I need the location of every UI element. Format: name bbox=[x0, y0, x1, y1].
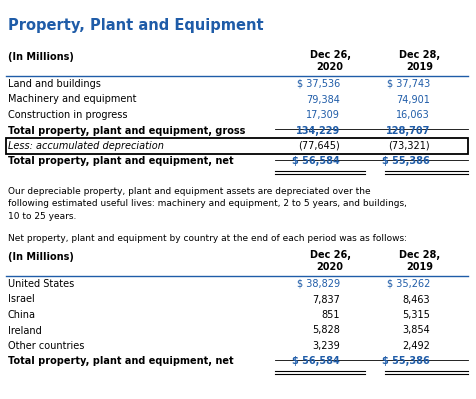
Text: 5,828: 5,828 bbox=[312, 326, 340, 336]
Text: $ 56,584: $ 56,584 bbox=[292, 156, 340, 166]
Text: $ 35,262: $ 35,262 bbox=[387, 279, 430, 289]
Text: $ 55,386: $ 55,386 bbox=[382, 356, 430, 367]
Text: China: China bbox=[8, 310, 36, 320]
Text: (73,321): (73,321) bbox=[388, 141, 430, 151]
Text: 851: 851 bbox=[321, 310, 340, 320]
Text: (In Millions): (In Millions) bbox=[8, 252, 74, 262]
Text: Net property, plant and equipment by country at the end of each period was as fo: Net property, plant and equipment by cou… bbox=[8, 234, 407, 243]
Text: 74,901: 74,901 bbox=[396, 95, 430, 105]
Text: $ 55,386: $ 55,386 bbox=[382, 156, 430, 166]
Text: Dec 26,
2020: Dec 26, 2020 bbox=[309, 250, 350, 272]
Text: Dec 28,
2019: Dec 28, 2019 bbox=[399, 50, 441, 71]
Text: Total property, plant and equipment, net: Total property, plant and equipment, net bbox=[8, 156, 234, 166]
Text: 17,309: 17,309 bbox=[306, 110, 340, 120]
Text: Dec 26,
2020: Dec 26, 2020 bbox=[309, 50, 350, 71]
Text: Property, Plant and Equipment: Property, Plant and Equipment bbox=[8, 18, 264, 33]
Text: Dec 28,
2019: Dec 28, 2019 bbox=[399, 250, 441, 272]
Text: 5,315: 5,315 bbox=[402, 310, 430, 320]
Text: United States: United States bbox=[8, 279, 74, 289]
Text: 134,229: 134,229 bbox=[296, 126, 340, 136]
Text: Israel: Israel bbox=[8, 294, 35, 304]
Text: (77,645): (77,645) bbox=[298, 141, 340, 151]
Text: $ 37,536: $ 37,536 bbox=[297, 79, 340, 89]
Text: Less: accumulated depreciation: Less: accumulated depreciation bbox=[8, 141, 164, 151]
Text: $ 37,743: $ 37,743 bbox=[387, 79, 430, 89]
Text: 7,837: 7,837 bbox=[312, 294, 340, 304]
Text: Total property, plant and equipment, gross: Total property, plant and equipment, gro… bbox=[8, 126, 245, 136]
Text: 128,707: 128,707 bbox=[386, 126, 430, 136]
Text: Land and buildings: Land and buildings bbox=[8, 79, 101, 89]
Text: Construction in progress: Construction in progress bbox=[8, 110, 128, 120]
Text: 16,063: 16,063 bbox=[396, 110, 430, 120]
Text: (In Millions): (In Millions) bbox=[8, 52, 74, 62]
Text: 3,854: 3,854 bbox=[402, 326, 430, 336]
Text: Machinery and equipment: Machinery and equipment bbox=[8, 95, 137, 105]
Text: $ 56,584: $ 56,584 bbox=[292, 356, 340, 367]
Text: Ireland: Ireland bbox=[8, 326, 42, 336]
Text: Total property, plant and equipment, net: Total property, plant and equipment, net bbox=[8, 356, 234, 367]
Text: $ 38,829: $ 38,829 bbox=[297, 279, 340, 289]
Text: 2,492: 2,492 bbox=[402, 341, 430, 351]
Text: 8,463: 8,463 bbox=[402, 294, 430, 304]
Text: Other countries: Other countries bbox=[8, 341, 84, 351]
Text: 3,239: 3,239 bbox=[312, 341, 340, 351]
Text: Our depreciable property, plant and equipment assets are depreciated over the
fo: Our depreciable property, plant and equi… bbox=[8, 187, 407, 221]
Text: 79,384: 79,384 bbox=[306, 95, 340, 105]
